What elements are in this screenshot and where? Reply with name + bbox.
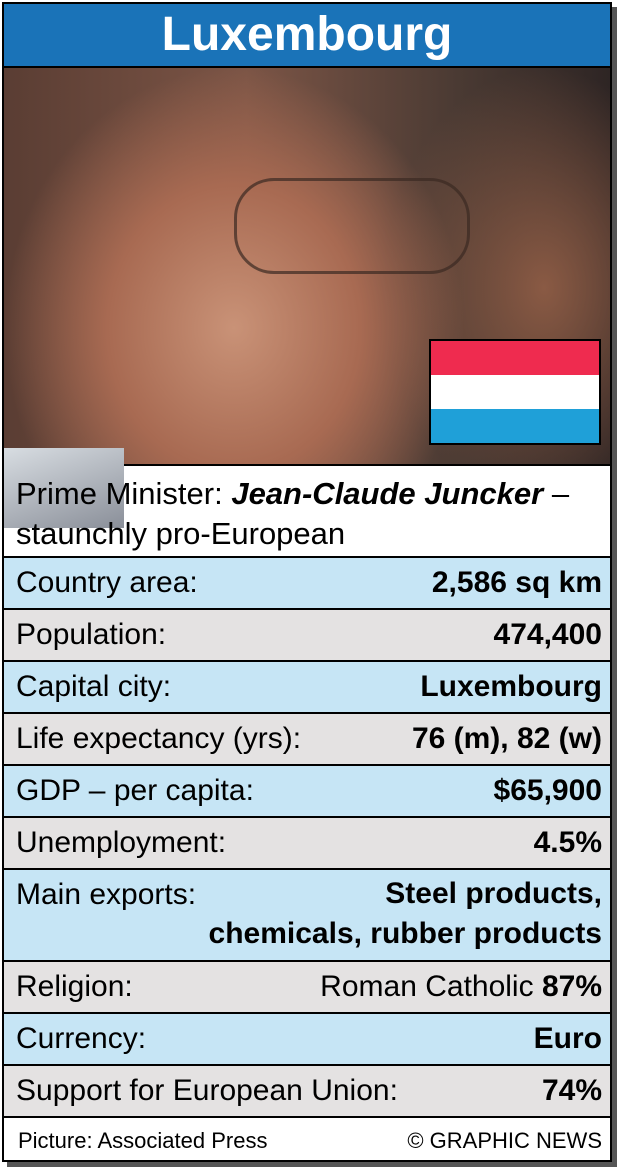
pm-name: Jean-Claude Juncker xyxy=(231,476,544,511)
fact-value-number: $65,900 xyxy=(493,774,602,807)
fact-label: Population: xyxy=(16,618,167,651)
fact-value: Roman Catholic 87% xyxy=(320,970,602,1004)
fact-value: Luxembourg xyxy=(420,670,602,704)
fact-value: 474,400 xyxy=(494,618,602,652)
fact-value: Euro xyxy=(534,1022,602,1056)
fact-value-line: Steel products, xyxy=(385,877,602,910)
fact-row: Support for European Union: 74% xyxy=(4,1064,610,1116)
pm-note: – staunchly pro-European xyxy=(16,476,570,551)
fact-value-line: chemicals, rubber products xyxy=(208,917,602,950)
fact-value-number: 2,586 sq km xyxy=(431,566,602,599)
fact-value: 4.5% xyxy=(534,826,602,860)
prime-minister: Prime Minister: Jean-Claude Juncker – st… xyxy=(16,474,596,554)
fact-value: 74% xyxy=(542,1074,602,1108)
fact-label: GDP – per capita: xyxy=(16,774,254,807)
fact-value-number: 76 (m), 82 (w) xyxy=(411,722,602,755)
fact-row: Unemployment: 4.5% xyxy=(4,816,610,868)
fact-label: Capital city: xyxy=(16,670,172,703)
fact-label: Unemployment: xyxy=(16,826,227,859)
title: Luxembourg xyxy=(4,4,610,68)
fact-row: Population: 474,400 xyxy=(4,608,610,660)
fact-value-text: Roman Catholic xyxy=(320,970,534,1003)
fact-value-number: 74% xyxy=(541,1074,602,1107)
fact-value: 76 (m), 82 (w) xyxy=(412,722,602,756)
photo-detail xyxy=(4,448,124,528)
fact-row: GDP – per capita: $65,900 xyxy=(4,764,610,816)
fact-value-number: 87% xyxy=(541,970,602,1003)
photo-detail xyxy=(234,178,470,274)
credit: Picture: Associated Press xyxy=(18,1128,268,1153)
footer: Picture: Associated Press © GRAPHIC NEWS xyxy=(4,1116,610,1160)
fact-value-number: Luxembourg xyxy=(420,670,602,703)
fact-label: Country area: xyxy=(16,566,198,599)
fact-row: Country area: 2,586 sq km xyxy=(4,556,610,608)
fact-label: Currency: xyxy=(16,1022,147,1055)
pm-label: Prime Minister: xyxy=(16,476,223,511)
fact-row: Main exports: Steel products, chemicals, r… xyxy=(4,868,610,960)
fact-row: Capital city: Luxembourg xyxy=(4,660,610,712)
fact-value: $65,900 xyxy=(494,774,602,808)
fact-label: Religion: xyxy=(16,970,133,1003)
fact-value-number: Euro xyxy=(533,1022,602,1055)
fact-row: Religion: Roman Catholic 87% xyxy=(4,960,610,1012)
fact-label: Support for European Union: xyxy=(16,1074,398,1107)
fact-value: Steel products, chemicals, rubber product… xyxy=(209,874,602,954)
fact-row: Currency: Euro xyxy=(4,1012,610,1064)
fact-value-number: 474,400 xyxy=(493,618,602,651)
fact-value-number: 4.5% xyxy=(533,826,602,859)
flag xyxy=(429,339,601,445)
fact-row: Life expectancy (yrs): 76 (m), 82 (w) xyxy=(4,712,610,764)
photo xyxy=(4,68,610,528)
fact-value: 2,586 sq km xyxy=(432,566,602,600)
copyright: © GRAPHIC NEWS xyxy=(407,1128,602,1153)
fact-label: Life expectancy (yrs): xyxy=(16,722,302,755)
fact-label: Main exports: xyxy=(16,878,197,911)
infographic: Luxembourg Prime Minister: Jean-Claude J… xyxy=(2,2,612,1162)
